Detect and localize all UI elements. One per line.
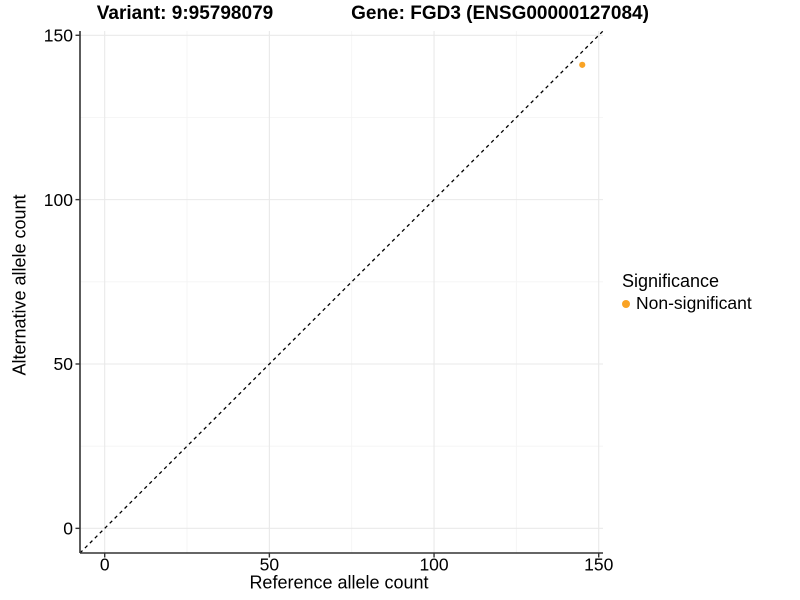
y-axis-title: Alternative allele count (9, 194, 30, 376)
legend-items: Non-significant (622, 293, 752, 314)
gene-title: Gene: FGD3 (ENSG00000127084) (351, 3, 649, 24)
x-tick-label: 50 (260, 555, 280, 575)
y-tick-label: 150 (44, 25, 73, 45)
y-tick-label: 100 (44, 190, 73, 210)
legend-key-dot-icon (622, 299, 630, 308)
x-tick-label: 0 (100, 555, 110, 575)
data-point (579, 61, 586, 68)
y-tick-label: 0 (63, 519, 73, 539)
x-tick-label: 100 (419, 555, 448, 575)
x-axis-title: Reference allele count (249, 572, 429, 593)
legend-title: Significance (622, 271, 720, 291)
legend-item: Non-significant (622, 293, 752, 314)
variant-title: Variant: 9:95798079 (96, 3, 274, 24)
legend-item-label: Non-significant (636, 293, 752, 313)
y-tick-label: 50 (54, 354, 74, 374)
identity-reference-line (79, 30, 604, 554)
x-tick-label: 150 (584, 555, 613, 575)
legend: Significance Non-significant (622, 271, 752, 314)
